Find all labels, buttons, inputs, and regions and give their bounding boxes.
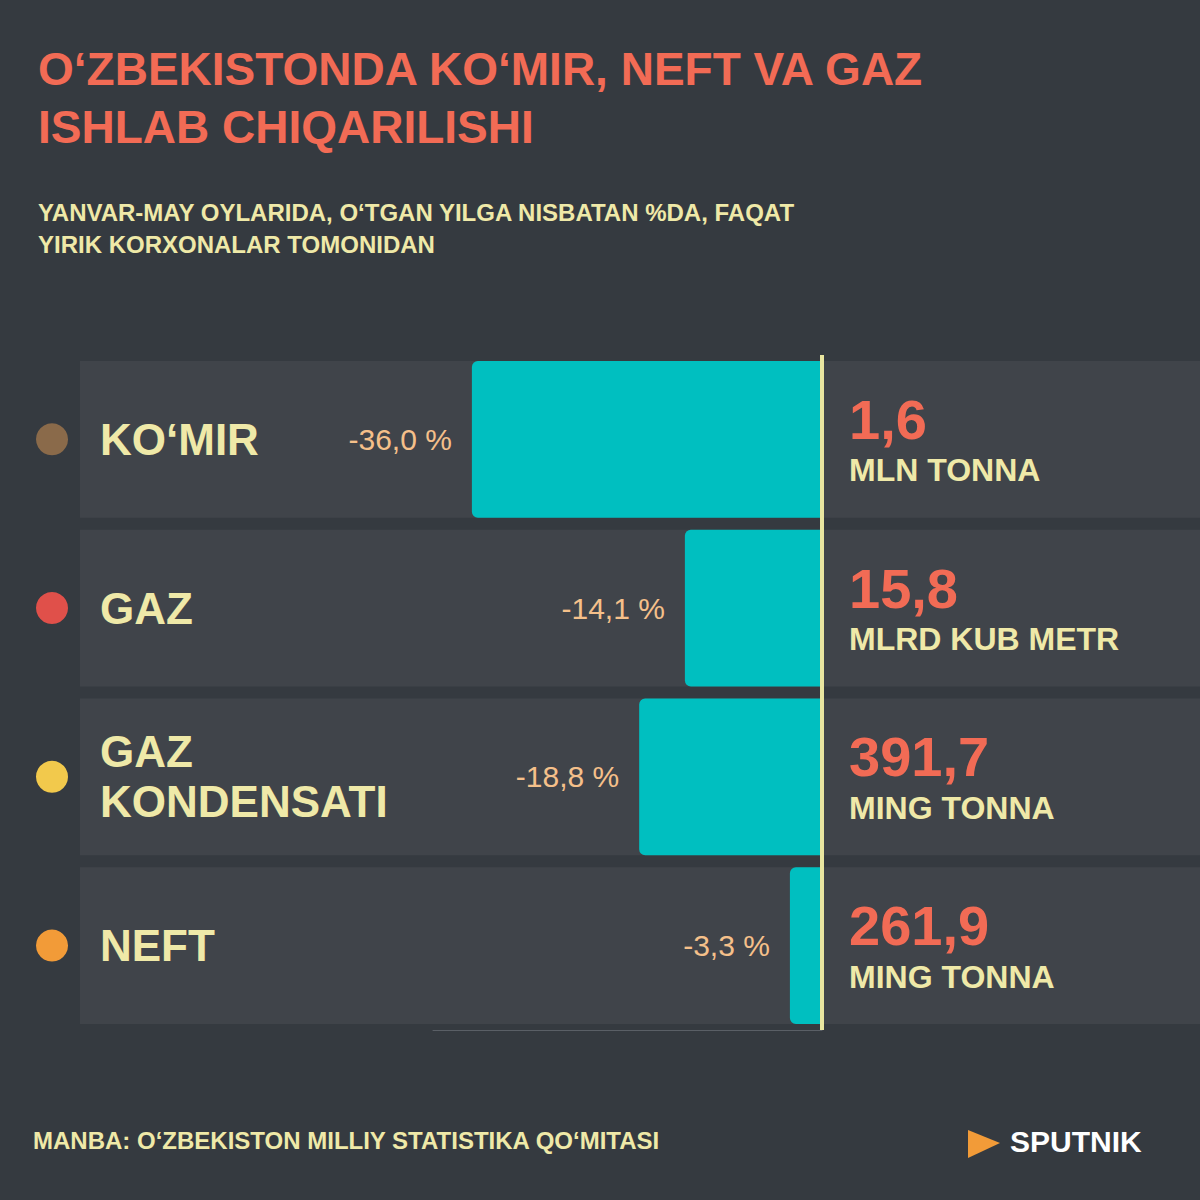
svg-text:MING TONNA: MING TONNA [849,959,1055,995]
svg-text:O‘ZBEKISTONDA KO‘MIR, NEFT VA: O‘ZBEKISTONDA KO‘MIR, NEFT VA GAZ [38,43,922,95]
svg-text:-36,0 %: -36,0 % [349,423,452,456]
svg-text:GAZ: GAZ [100,584,193,633]
svg-text:MING TONNA: MING TONNA [849,790,1055,826]
svg-text:-18,8 %: -18,8 % [516,760,619,793]
svg-text:MANBA: O‘ZBEKISTON MILLIY STAT: MANBA: O‘ZBEKISTON MILLIY STATISTIKA QO‘… [33,1127,659,1154]
svg-text:GAZ: GAZ [100,727,193,776]
svg-text:SPUTNIK: SPUTNIK [1010,1125,1142,1158]
svg-text:15,8: 15,8 [849,557,958,620]
svg-text:MLN TONNA: MLN TONNA [849,452,1040,488]
svg-text:YANVAR-MAY OYLARIDA, O‘TGAN YI: YANVAR-MAY OYLARIDA, O‘TGAN YILGA NISBAT… [38,199,794,226]
svg-text:KO‘MIR: KO‘MIR [100,415,259,464]
svg-text:ISHLAB CHIQARILISHI: ISHLAB CHIQARILISHI [38,101,534,153]
svg-text:MLRD KUB METR: MLRD KUB METR [849,621,1119,657]
svg-text:1,6: 1,6 [849,388,927,451]
svg-text:KONDENSATI: KONDENSATI [100,777,388,826]
svg-text:YIRIK KORXONALAR TOMONIDAN: YIRIK KORXONALAR TOMONIDAN [38,231,435,258]
svg-text:391,7: 391,7 [849,725,989,788]
svg-text:261,9: 261,9 [849,894,989,957]
svg-text:NEFT: NEFT [100,921,215,970]
svg-text:-3,3 %: -3,3 % [683,929,770,962]
svg-text:-14,1 %: -14,1 % [561,592,664,625]
